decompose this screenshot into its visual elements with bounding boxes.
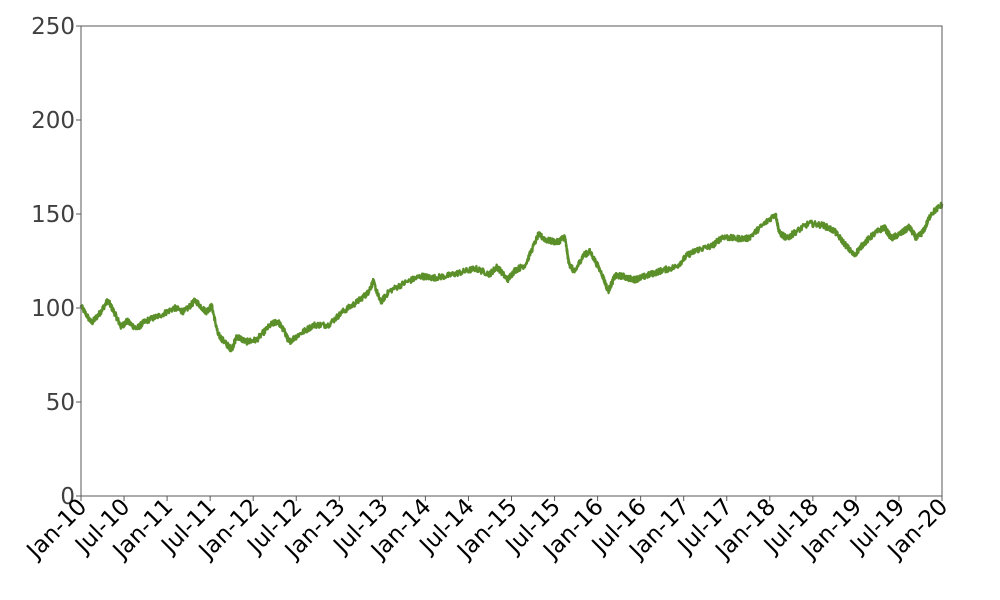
y-tick-label: 100 bbox=[31, 296, 75, 322]
axis-layer bbox=[80, 25, 943, 497]
y-tick-label: 250 bbox=[31, 14, 75, 40]
series-line bbox=[79, 201, 944, 353]
y-tick-label: 200 bbox=[31, 108, 75, 134]
line-layer bbox=[79, 201, 944, 353]
y-tick-label: 0 bbox=[60, 484, 75, 510]
y-axis-ticks: 0 50 100 150 200 250 bbox=[31, 14, 81, 510]
plot-frame bbox=[80, 25, 943, 497]
y-tick-label: 50 bbox=[46, 390, 75, 416]
y-tick-label: 150 bbox=[31, 202, 75, 228]
x-axis-ticks: Jan-10Jul-10Jan-11Jul-11Jan-12Jul-12Jan-… bbox=[21, 494, 953, 565]
